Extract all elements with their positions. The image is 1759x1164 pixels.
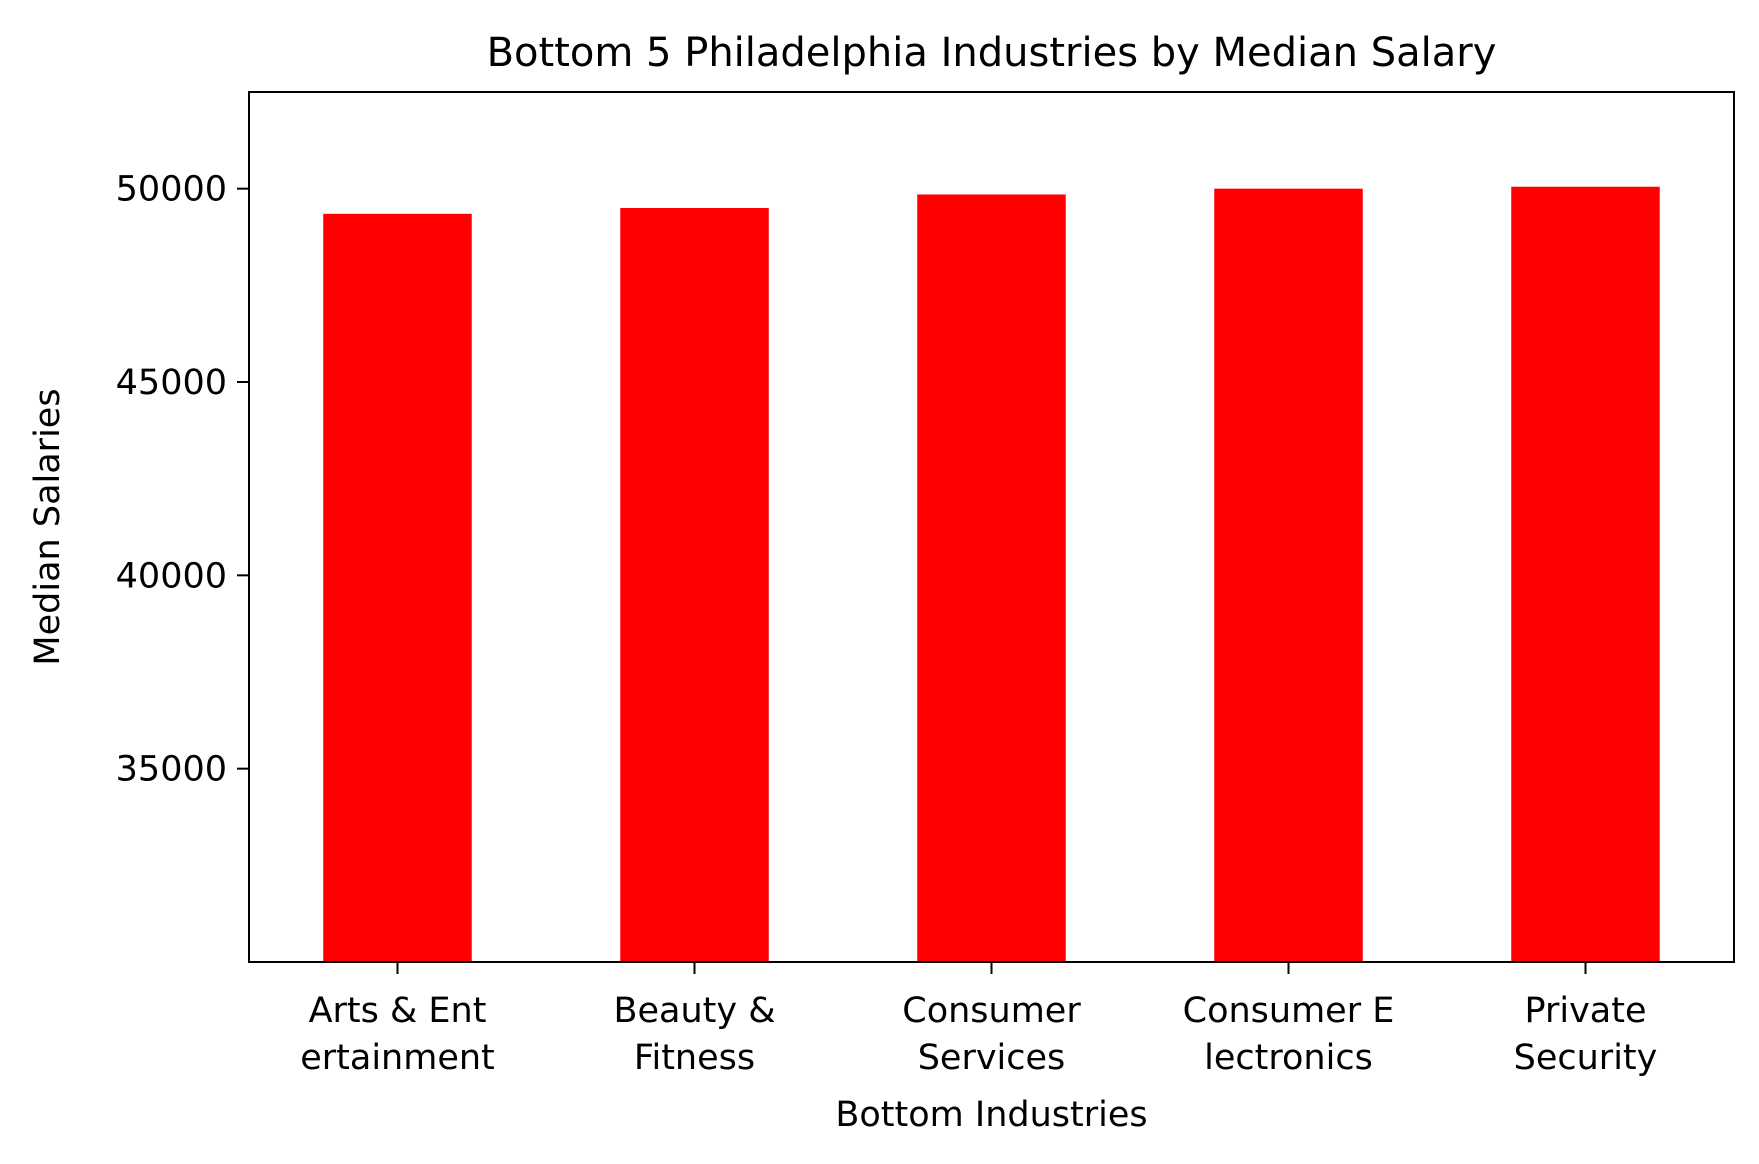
bar-0 bbox=[323, 213, 472, 963]
x-tick-label: lectronics bbox=[1204, 1038, 1373, 1078]
bar-1 bbox=[620, 208, 769, 962]
y-axis-label: Median Salaries bbox=[28, 388, 68, 665]
x-tick-label: Services bbox=[918, 1038, 1066, 1078]
x-tick-label: Beauty & bbox=[613, 991, 775, 1031]
x-tick-label: Security bbox=[1514, 1038, 1658, 1078]
x-tick-label: Arts & Ent bbox=[309, 991, 487, 1031]
x-tick-label: Consumer bbox=[902, 991, 1081, 1031]
y-tick-label: 50000 bbox=[116, 170, 227, 210]
x-tick-label: ertainment bbox=[300, 1038, 495, 1078]
y-tick-label: 45000 bbox=[116, 363, 227, 403]
bar-2 bbox=[917, 194, 1066, 962]
x-tick-label: Fitness bbox=[634, 1038, 755, 1078]
bar-4 bbox=[1511, 186, 1660, 962]
x-axis-label: Bottom Industries bbox=[835, 1095, 1147, 1135]
x-tick-label: Private bbox=[1524, 991, 1646, 1031]
bar-3 bbox=[1214, 188, 1363, 962]
x-tick-label: Consumer E bbox=[1183, 991, 1395, 1031]
y-tick-label: 40000 bbox=[116, 556, 227, 596]
chart-title: Bottom 5 Philadelphia Industries by Medi… bbox=[487, 30, 1497, 76]
y-tick-label: 35000 bbox=[116, 750, 227, 790]
